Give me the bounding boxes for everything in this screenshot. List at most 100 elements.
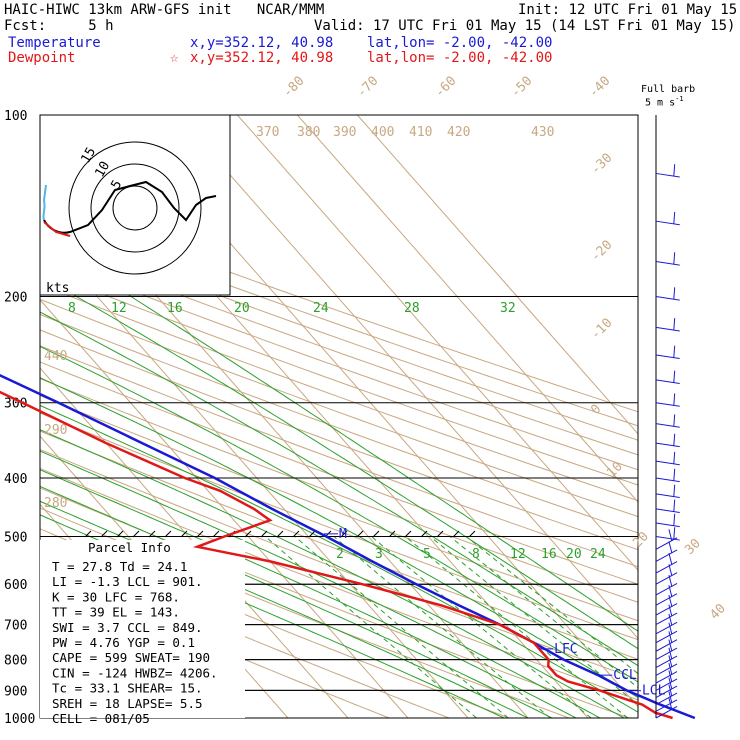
wind-barb (655, 379, 680, 384)
parcel-row: CELL = 081/05 (52, 711, 150, 726)
theta-label: 390 (333, 125, 356, 140)
theta-e-label: 12 (111, 301, 127, 316)
wind-barb (655, 549, 678, 562)
wind-barb (655, 572, 678, 585)
isotherm-label: -30 (588, 151, 615, 178)
pressure-tick-label: 800 (4, 654, 27, 669)
parcel-row: CAPE = 599 SWEAT= 190 (52, 650, 210, 665)
wind-barb (655, 639, 678, 652)
freezing-hatch (372, 530, 380, 538)
wind-barb-feather (668, 613, 673, 626)
pressure-tick-label: 700 (4, 619, 27, 634)
freezing-hatch (180, 530, 188, 538)
wind-barb-feather (668, 541, 673, 553)
hodograph-red-trace (43, 221, 71, 237)
wind-barb (655, 220, 680, 226)
wind-barb (655, 537, 678, 550)
wind-barb (655, 354, 680, 360)
wind-barb-feather (673, 468, 676, 481)
wind-barb-feather (673, 527, 676, 540)
parcel-row: T = 27.8 Td = 24.1 (52, 559, 187, 574)
wind-barb-feather (668, 553, 673, 565)
wind-barb-feather (673, 345, 676, 358)
wind-barb (655, 582, 678, 596)
forecast-hour: Fcst: 5 h (4, 18, 114, 34)
pressure-tick-label: 600 (4, 578, 27, 593)
freezing-hatch (212, 530, 220, 538)
theta-label: 380 (297, 125, 320, 140)
freezing-hatch (260, 530, 268, 538)
moist-adiabat (40, 469, 577, 718)
wind-barb-feather (673, 164, 676, 177)
theta-e-label: 8 (68, 301, 76, 316)
isotherm-label: 20 (630, 529, 652, 551)
isotherm-label: 40 (707, 601, 729, 623)
parcel-box (40, 540, 245, 718)
wind-barb (655, 508, 680, 513)
wind-barb-feather (668, 639, 673, 652)
dry-adiabat (40, 395, 638, 622)
freezing-hatch (436, 530, 444, 538)
mixing-ratio-label: 3 (375, 547, 383, 562)
full-barb-units: 5 m s-1 (645, 95, 684, 109)
wind-barb (655, 663, 678, 676)
dry-adiabat (40, 227, 638, 441)
isotherm-label: -70 (354, 74, 381, 101)
mixing-ratio-line (294, 536, 509, 718)
isotherm-label: -50 (508, 74, 535, 101)
wind-barbs (655, 115, 680, 719)
wind-barb (655, 630, 678, 644)
wind-barb-feather (668, 604, 673, 617)
dry-adiabat (40, 214, 638, 427)
mixing-ratio-line (465, 536, 638, 675)
hodograph-ring (90, 163, 180, 253)
wind-barb-feather (673, 433, 676, 446)
temperature-profile (0, 373, 696, 720)
freezing-hatch (340, 530, 348, 538)
freezing-hatch (148, 530, 156, 538)
mixing-ratio-line (265, 536, 477, 718)
wind-barb (655, 522, 680, 528)
freezing-hatch (292, 530, 300, 538)
hodograph-ring (68, 141, 202, 275)
wind-barb (655, 442, 680, 448)
parcel-title: Parcel Info (88, 540, 171, 555)
mixing-ratio-line (333, 536, 551, 718)
isotherm-label: -80 (280, 74, 307, 101)
dry-adiabat (40, 255, 638, 471)
freezing-hatch (196, 530, 204, 538)
freezing-hatch (356, 530, 364, 538)
dry-adiabat (40, 329, 638, 551)
pressure-tick-label: 900 (4, 684, 27, 699)
wind-barb (655, 402, 680, 407)
isotherm-label: -10 (588, 316, 615, 343)
mixing-ratio-label: 12 (510, 547, 526, 562)
dry-adiabat (40, 284, 638, 502)
theta-e-label: 24 (313, 301, 329, 316)
parcel-info-box: Parcel Info T = 27.8 Td = 24.1LI = -1.3 L… (40, 530, 638, 726)
theta-e-label: 16 (167, 301, 183, 316)
wind-barb (655, 477, 680, 483)
moist-adiabat (40, 429, 625, 718)
hodograph-ring-label: 10 (92, 159, 113, 180)
wind-barb (655, 603, 678, 616)
isotherm-line (40, 367, 349, 718)
dry-adiabat (40, 201, 638, 413)
wind-barb (655, 261, 680, 266)
wind-barb-feather (668, 631, 673, 643)
wind-barb (655, 561, 678, 574)
wind-barb-feather (668, 622, 673, 635)
dry-adiabat (40, 269, 638, 486)
wind-barb-feather (668, 655, 673, 667)
wind-barb (655, 423, 680, 428)
parcel-row: Tc = 33.1 SHEAR= 15. (52, 681, 203, 696)
parcel-row: CIN = -124 HWBZ= 4206. (52, 665, 218, 680)
isotherm-line (40, 230, 469, 718)
isotherm-line (356, 115, 638, 435)
dewpoint-profile (0, 390, 673, 720)
moist-adiabat (40, 450, 601, 718)
theta-label: 290 (44, 423, 67, 438)
level-label: M (339, 527, 347, 542)
mixing-ratio-lines (265, 536, 638, 718)
